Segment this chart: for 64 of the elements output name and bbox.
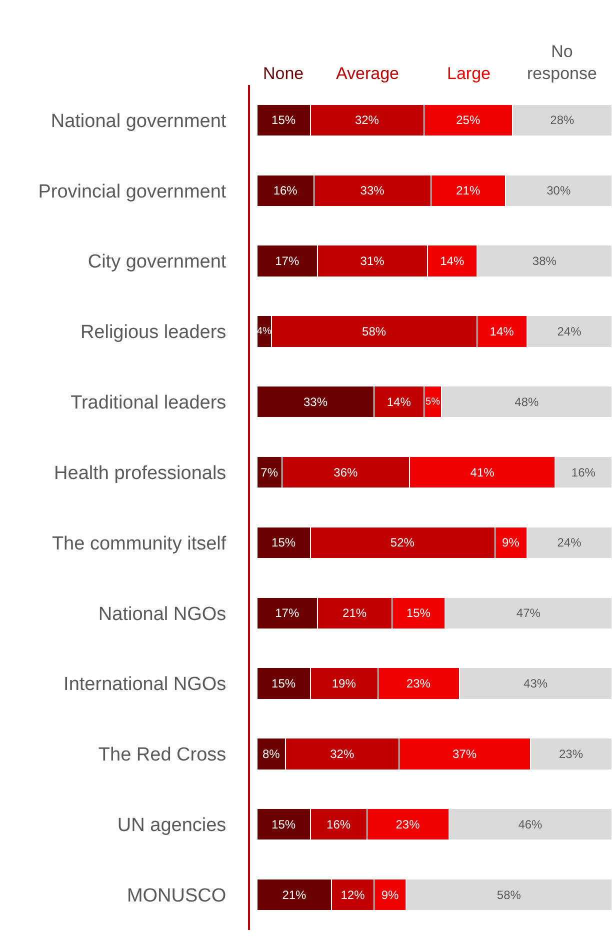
series-label: Large <box>447 64 490 83</box>
y-tick-label: National NGOs <box>98 604 226 625</box>
series-label: Average <box>336 64 400 83</box>
data-label: 5% <box>425 396 440 408</box>
data-label: 38% <box>532 254 557 268</box>
data-label: 15% <box>272 536 296 550</box>
data-label: 58% <box>496 888 522 902</box>
data-label: 30% <box>546 184 571 198</box>
data-label: 14% <box>490 324 514 338</box>
data-label: 24% <box>557 536 582 550</box>
data-label: 12% <box>340 888 366 902</box>
data-label: 36% <box>334 465 358 480</box>
data-label: 17% <box>275 606 300 620</box>
y-tick-label: The Red Cross <box>98 744 226 766</box>
y-tick-label: Religious leaders <box>80 322 226 344</box>
series-label: None <box>263 64 304 83</box>
y-tick-label: National government <box>50 110 227 132</box>
data-label: 15% <box>272 817 296 832</box>
data-label: 21% <box>456 184 480 198</box>
y-tick-label: City government <box>88 252 227 273</box>
data-label: 33% <box>303 394 328 409</box>
data-label: 58% <box>362 324 386 338</box>
data-label: 16% <box>273 184 298 198</box>
data-label: 24% <box>557 324 582 338</box>
data-label: 21% <box>282 888 307 902</box>
data-label: 16% <box>571 465 596 480</box>
data-label: 32% <box>354 113 380 128</box>
data-label: 17% <box>275 254 300 268</box>
data-label: 19% <box>332 676 356 691</box>
data-label: 9% <box>502 536 520 550</box>
y-tick-label: Traditional leaders <box>70 392 226 414</box>
data-label: 46% <box>518 817 543 832</box>
data-label: 28% <box>550 113 574 128</box>
data-label: 43% <box>524 676 548 691</box>
data-label: 14% <box>440 254 464 268</box>
data-label: 23% <box>396 817 420 832</box>
y-tick-label: Provincial government <box>38 181 227 202</box>
data-label: 7% <box>260 465 278 480</box>
y-tick-label: International NGOs <box>64 674 226 696</box>
data-label: 52% <box>390 536 415 550</box>
y-tick-label: Health professionals <box>54 462 226 484</box>
data-label: 37% <box>452 746 477 761</box>
data-label: 41% <box>470 465 495 480</box>
data-label: 8% <box>262 746 280 761</box>
data-label: 9% <box>381 888 400 902</box>
data-label: 14% <box>386 394 412 409</box>
data-label: 25% <box>456 113 480 128</box>
y-tick-label: UN agencies <box>117 815 226 836</box>
data-label: 33% <box>360 184 385 198</box>
y-tick-label: MONUSCO <box>126 885 226 906</box>
data-label: 21% <box>342 606 367 620</box>
data-label: 16% <box>326 817 351 832</box>
data-label: 4% <box>256 326 272 337</box>
data-label: 15% <box>272 676 296 691</box>
y-tick-label: The community itself <box>52 533 227 554</box>
data-label: 23% <box>559 746 584 761</box>
data-label: 48% <box>514 394 539 409</box>
data-label: 15% <box>272 113 296 128</box>
data-label: 23% <box>406 676 431 691</box>
data-label: 31% <box>360 254 385 268</box>
data-label: 47% <box>516 606 541 620</box>
series-label: No response <box>527 42 597 84</box>
data-label: 15% <box>406 606 431 620</box>
data-label: 32% <box>330 746 354 761</box>
